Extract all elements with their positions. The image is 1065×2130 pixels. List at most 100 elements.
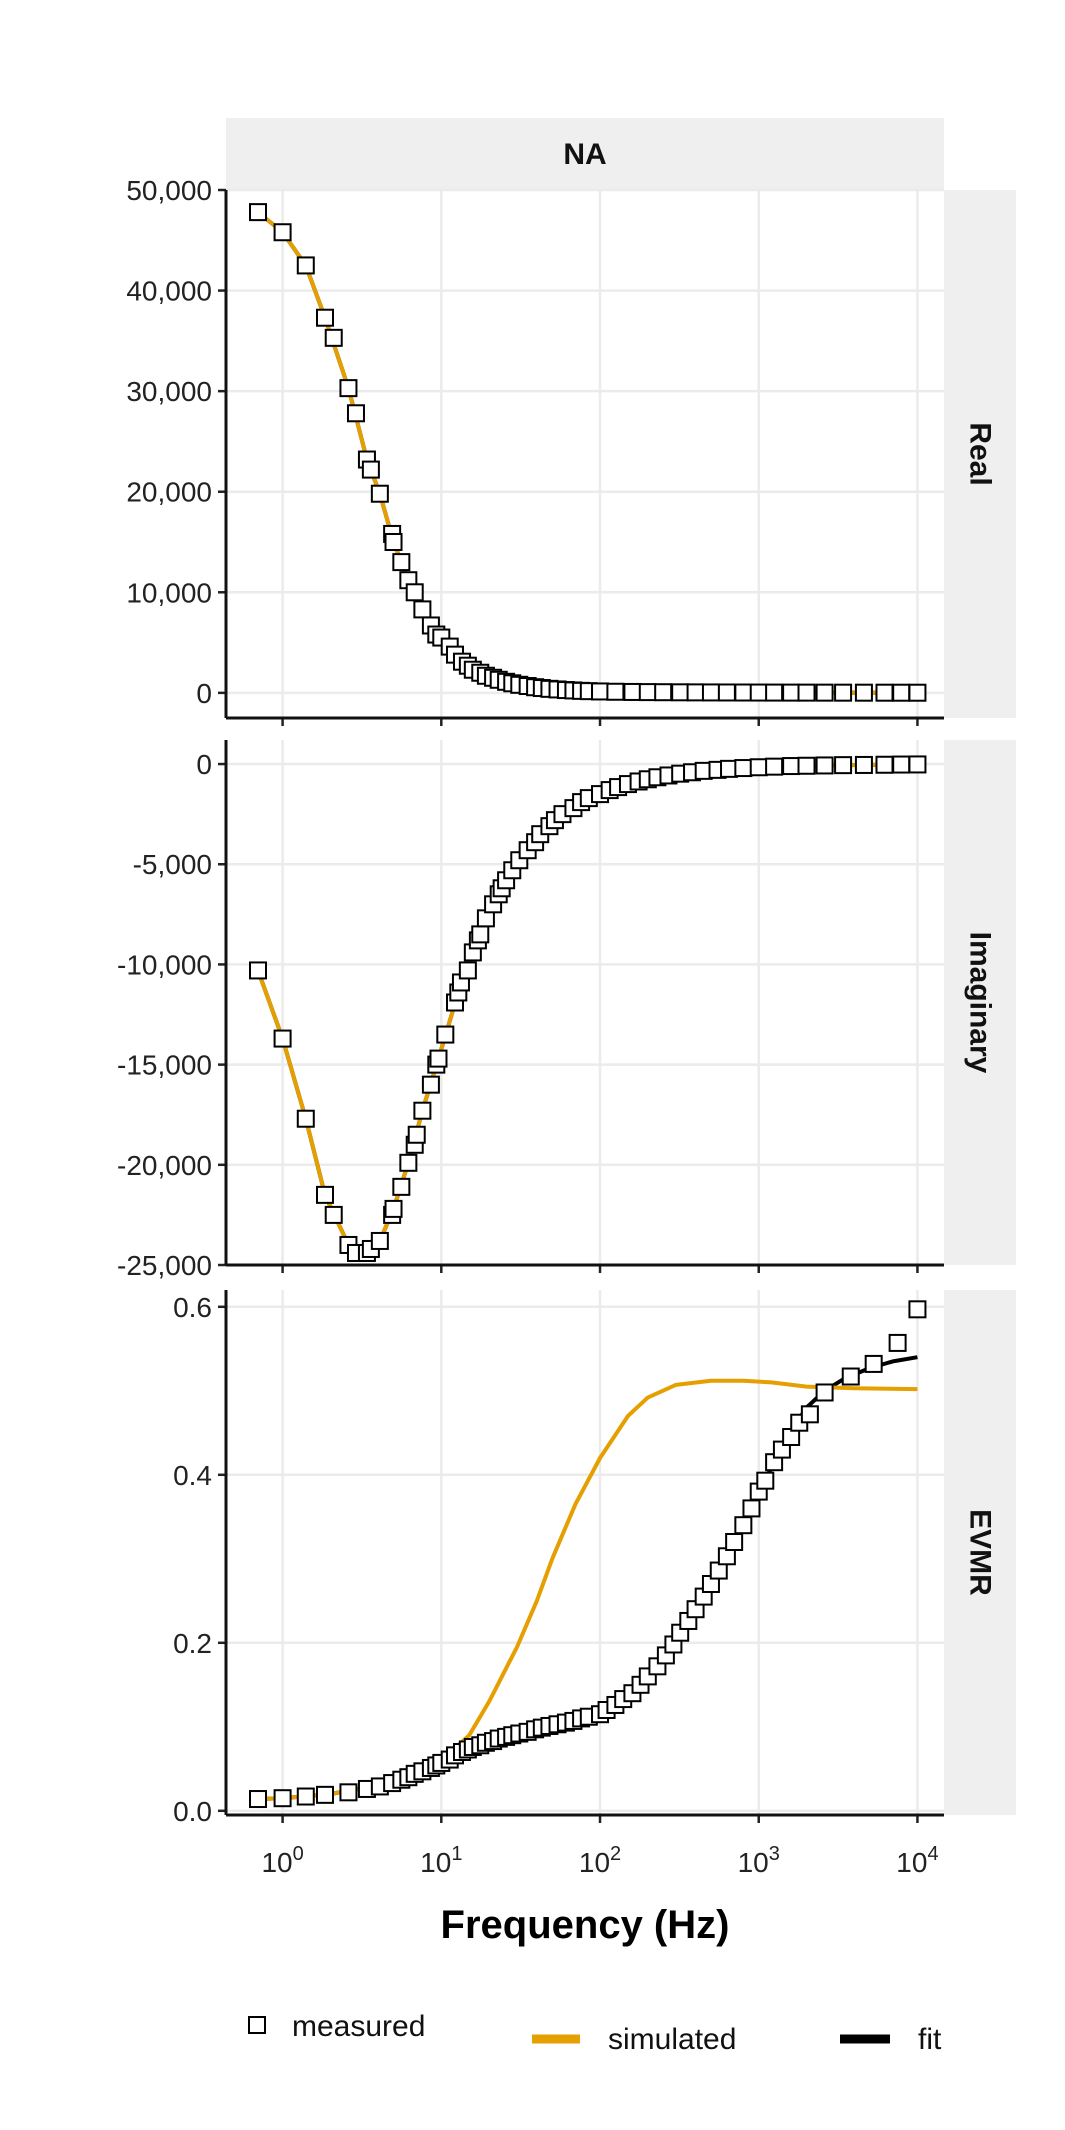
measured-point — [892, 683, 911, 702]
panel-strip-label: EVMR — [964, 1509, 997, 1596]
measured-point — [296, 256, 315, 275]
measured-point — [471, 925, 490, 944]
measured-point — [797, 756, 816, 775]
panel-real: 0 10,000 20,000 30,000 40,000 50,000 Real — [126, 175, 1016, 726]
x-tick-label: 102 — [579, 1843, 621, 1878]
measured-point — [734, 683, 753, 702]
y-tick-label: 0.6 — [173, 1292, 212, 1323]
x-tick-label: 101 — [420, 1843, 462, 1878]
measured-point — [407, 1125, 426, 1144]
x-tick-label: 104 — [896, 1843, 938, 1878]
y-tick-label: -10,000 — [117, 949, 212, 980]
measured-point — [742, 1499, 761, 1518]
measured-point — [413, 1101, 432, 1120]
measured-point — [654, 683, 673, 702]
measured-point — [623, 682, 642, 701]
measured-point — [797, 683, 816, 702]
measured-point — [908, 683, 927, 702]
y-tick-label: 0.4 — [173, 1460, 212, 1491]
facet-strip — [226, 118, 944, 190]
panel-strip — [944, 740, 1016, 1265]
measured-point — [315, 308, 334, 327]
panels: 0 10,000 20,000 30,000 40,000 50,000 Real 0 -5,0… — [117, 175, 1016, 1878]
measured-point — [370, 484, 389, 503]
measured-point — [815, 683, 834, 702]
measured-point — [834, 683, 853, 702]
measured-point — [717, 683, 736, 702]
legend: measured simulated fit — [248, 2010, 942, 2056]
measured-point — [749, 683, 768, 702]
panel-background — [226, 190, 944, 718]
measured-point — [756, 1471, 775, 1490]
y-tick-label: 0 — [196, 749, 212, 780]
y-tick-label: 0.2 — [173, 1628, 212, 1659]
y-tick-label: 10,000 — [126, 577, 212, 608]
measured-point — [765, 757, 784, 776]
y-tick-label: 0 — [196, 678, 212, 709]
measured-point — [249, 203, 268, 222]
measured-point — [638, 683, 657, 702]
legend-item-fit: fit — [840, 2023, 942, 2056]
measured-point — [765, 683, 784, 702]
measured-point — [864, 1354, 883, 1373]
panel-background — [226, 740, 944, 1265]
measured-point — [875, 755, 894, 774]
measured-point — [339, 1783, 358, 1802]
measured-point — [315, 1785, 334, 1804]
measured-point — [701, 683, 720, 702]
measured-point — [324, 328, 343, 347]
y-tick-label: 30,000 — [126, 376, 212, 407]
legend-item-simulated: simulated — [532, 2023, 736, 2056]
measured-point — [782, 683, 801, 702]
measured-point — [399, 1153, 418, 1172]
legend-label-simulated: simulated — [608, 2023, 736, 2056]
measured-point — [749, 758, 768, 777]
measured-point — [854, 755, 873, 774]
measured-point — [413, 600, 432, 619]
panel-strip — [944, 1290, 1016, 1815]
measured-point — [908, 755, 927, 774]
measured-point — [249, 1790, 268, 1809]
measured-point — [370, 1231, 389, 1250]
facet-title: NA — [563, 138, 606, 171]
measured-point — [392, 1177, 411, 1196]
y-tick-label: -20,000 — [117, 1150, 212, 1181]
measured-point — [815, 756, 834, 775]
legend-label-measured: measured — [292, 2010, 425, 2043]
legend-item-measured: measured — [248, 2010, 425, 2043]
measured-point — [888, 1333, 907, 1352]
measured-point — [841, 1367, 860, 1386]
y-tick-label: -15,000 — [117, 1050, 212, 1081]
measured-point — [591, 682, 610, 701]
measured-point — [725, 1533, 744, 1551]
measured-point — [392, 553, 411, 572]
measured-point — [405, 583, 424, 602]
measured-point — [854, 683, 873, 702]
measured-point — [458, 961, 477, 980]
measured-point — [815, 1383, 834, 1402]
measured-point — [273, 1789, 292, 1808]
measured-point — [436, 1025, 455, 1044]
measured-point — [671, 683, 690, 702]
measured-point — [834, 756, 853, 775]
y-tick-label: 0.0 — [173, 1796, 212, 1827]
measured-point — [324, 1205, 343, 1224]
x-axis-title: Frequency (Hz) — [441, 1903, 730, 1947]
measured-point — [782, 757, 801, 776]
measured-point — [429, 1049, 448, 1068]
measured-point — [346, 404, 365, 423]
measured-point — [875, 683, 894, 702]
measured-point — [421, 1075, 440, 1094]
measured-point — [800, 1405, 819, 1424]
measured-point — [908, 1300, 927, 1319]
panel-strip — [944, 190, 1016, 718]
y-tick-label: 20,000 — [126, 477, 212, 508]
measured-point — [273, 223, 292, 242]
measured-point — [315, 1185, 334, 1204]
measured-point — [384, 533, 403, 551]
legend-key-measured — [248, 2016, 266, 2034]
x-tick-labels: 100 101 102 103 104 — [261, 1843, 938, 1878]
panel-imaginary: 0 -5,000 -10,000 -15,000 -20,000 -25,000 Imagi… — [117, 740, 1016, 1281]
measured-point — [249, 961, 268, 980]
